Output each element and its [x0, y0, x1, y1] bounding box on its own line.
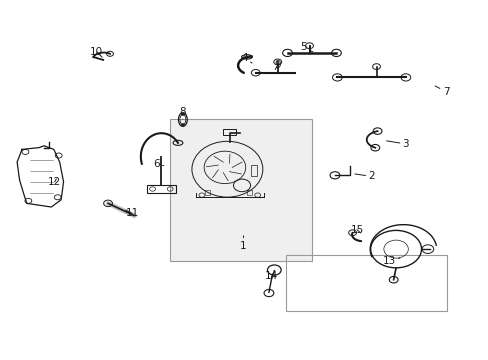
- Text: 10: 10: [90, 47, 103, 57]
- Text: 9: 9: [274, 60, 281, 70]
- Bar: [285, 255, 447, 311]
- Text: 8: 8: [179, 107, 186, 120]
- Text: 1: 1: [240, 236, 246, 251]
- Bar: [146, 185, 176, 193]
- Text: 13: 13: [382, 256, 399, 266]
- Bar: [170, 119, 311, 261]
- Text: 2: 2: [354, 171, 374, 181]
- Text: 15: 15: [349, 225, 363, 235]
- Text: 6: 6: [153, 159, 163, 169]
- Bar: [205, 190, 210, 195]
- Text: 3: 3: [386, 139, 408, 149]
- Bar: [223, 129, 235, 135]
- Bar: [250, 165, 256, 176]
- Text: 5: 5: [299, 42, 312, 52]
- Text: 11: 11: [125, 208, 139, 219]
- Text: 12: 12: [48, 177, 61, 187]
- Bar: [246, 190, 251, 195]
- Circle shape: [181, 123, 184, 126]
- Text: 4: 4: [241, 53, 251, 63]
- Circle shape: [181, 113, 184, 116]
- Text: 7: 7: [434, 86, 448, 97]
- Text: 14: 14: [264, 271, 278, 282]
